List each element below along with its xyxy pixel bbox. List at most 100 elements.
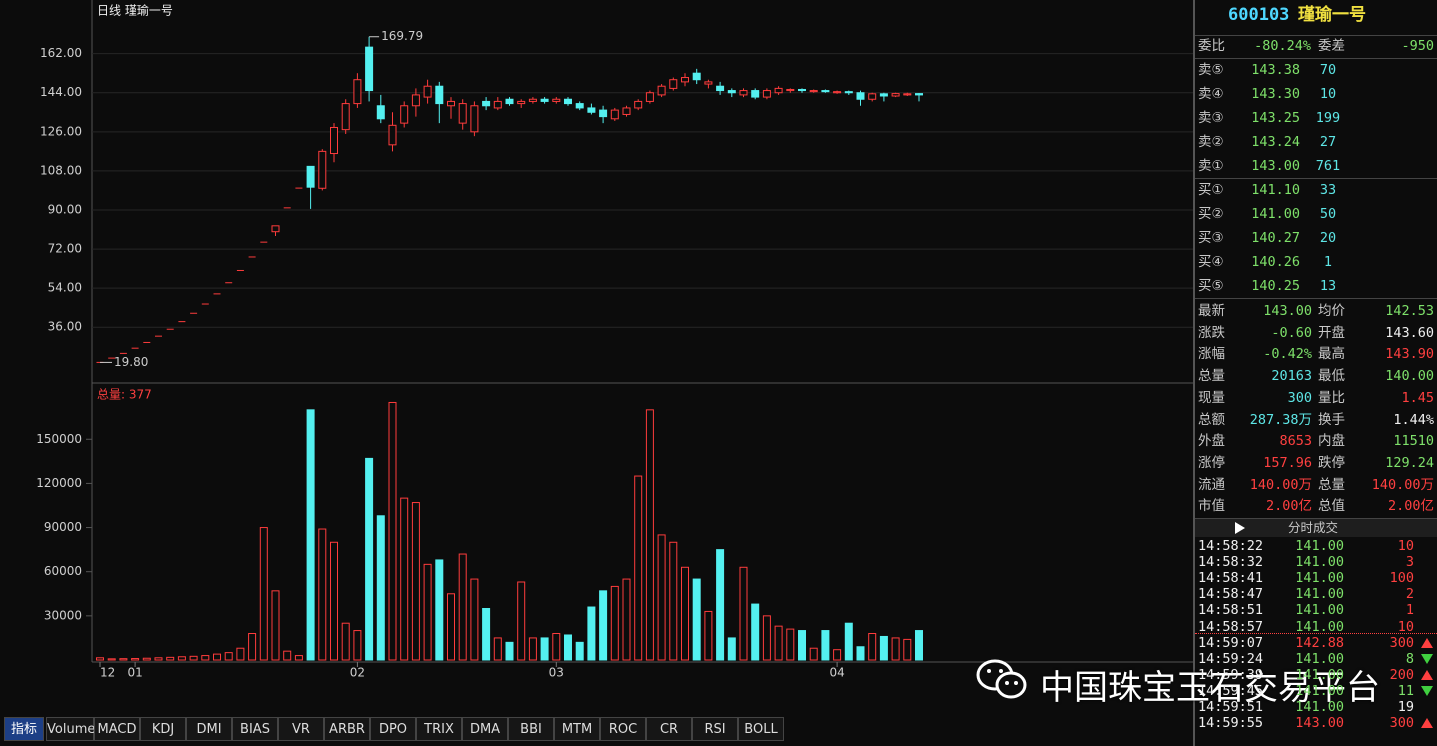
y-tick-label: 108.00 bbox=[40, 163, 82, 177]
y-tick-label: 36.00 bbox=[48, 320, 82, 334]
volume-bar bbox=[528, 637, 537, 661]
volume-bar bbox=[493, 637, 502, 661]
volume-bar bbox=[692, 578, 701, 661]
label: 买① bbox=[1198, 182, 1224, 198]
y-tick-label: 54.00 bbox=[48, 281, 82, 295]
volume-bar bbox=[739, 566, 748, 661]
x-tick-label: 02 bbox=[350, 666, 365, 680]
y-tick-label: 30000 bbox=[44, 608, 82, 622]
volume-bar bbox=[798, 630, 806, 661]
volume-bar bbox=[470, 578, 479, 661]
label: 卖② bbox=[1198, 134, 1224, 150]
candle-body bbox=[727, 90, 736, 94]
qty: 1 bbox=[1323, 254, 1333, 270]
label: 现量 bbox=[1198, 389, 1225, 406]
play-icon[interactable] bbox=[1235, 522, 1245, 534]
volume: 100 bbox=[1389, 570, 1414, 587]
volume-bar bbox=[107, 658, 116, 661]
value: 8653 bbox=[1279, 433, 1312, 450]
value: 1.45 bbox=[1401, 389, 1434, 406]
candle-body bbox=[423, 85, 432, 98]
tab[interactable]: DPO bbox=[370, 717, 416, 741]
candle-body bbox=[353, 79, 362, 105]
candle-body bbox=[692, 72, 701, 81]
volume-bar bbox=[821, 630, 830, 661]
volume-bar bbox=[376, 515, 385, 661]
arrow-up bbox=[1421, 669, 1433, 680]
price: 142.88 bbox=[1295, 634, 1344, 651]
tab[interactable]: CR bbox=[646, 717, 692, 741]
tab[interactable]: TRIX bbox=[416, 717, 462, 741]
candle-body bbox=[318, 150, 327, 189]
volume-bar bbox=[201, 655, 210, 661]
volume-bar bbox=[400, 497, 409, 661]
y-tick-label: 126.00 bbox=[40, 124, 82, 138]
qty: 199 bbox=[1315, 110, 1341, 126]
trades-title: 分时成交 bbox=[1288, 520, 1339, 535]
tab[interactable]: KDJ bbox=[140, 717, 186, 741]
tab[interactable]: VR bbox=[278, 717, 324, 741]
tab[interactable]: BOLL bbox=[738, 717, 784, 741]
candle-body bbox=[844, 91, 853, 94]
volume-bar bbox=[166, 656, 175, 661]
value: 300 bbox=[1287, 389, 1312, 406]
value: 2.00亿 bbox=[1265, 498, 1312, 515]
value: 287.38万 bbox=[1249, 411, 1312, 428]
volume-bar bbox=[447, 593, 455, 661]
qty: 27 bbox=[1319, 134, 1337, 150]
volume-bar bbox=[224, 652, 233, 661]
volume-bar bbox=[248, 633, 257, 661]
candle-body bbox=[388, 124, 397, 146]
candle-body bbox=[306, 165, 315, 188]
tab[interactable]: BBI bbox=[508, 717, 554, 741]
time: 14:59:55 bbox=[1198, 715, 1264, 732]
price: 141.00 bbox=[1295, 602, 1344, 619]
candle-body bbox=[868, 93, 877, 100]
tab[interactable]: RSI bbox=[692, 717, 738, 741]
chart-title: 日线 瑾瑜一号 bbox=[97, 3, 173, 18]
candle-body bbox=[645, 92, 654, 102]
candle-body bbox=[376, 105, 385, 120]
volume-bar bbox=[294, 655, 303, 661]
volume-bar bbox=[844, 622, 853, 661]
price: 141.00 bbox=[1295, 554, 1344, 571]
value: 143.90 bbox=[1385, 346, 1434, 363]
value: 2.00亿 bbox=[1387, 498, 1434, 515]
volume-bar bbox=[587, 606, 596, 661]
candle-body bbox=[809, 90, 818, 93]
candle-body bbox=[482, 100, 491, 107]
price: 143.25 bbox=[1251, 110, 1300, 126]
volume-bar bbox=[435, 559, 444, 661]
tab[interactable]: ARBR bbox=[324, 717, 370, 741]
max-label: 169.79 bbox=[381, 29, 423, 43]
tab[interactable]: ROC bbox=[600, 717, 646, 741]
volume-bar bbox=[142, 657, 151, 661]
label: 卖⑤ bbox=[1198, 62, 1224, 78]
volume-bar bbox=[622, 578, 631, 661]
value: 143.00 bbox=[1263, 303, 1312, 319]
price: 141.00 bbox=[1295, 586, 1344, 603]
tab[interactable]: Volume bbox=[46, 717, 95, 741]
tab[interactable]: 指标 bbox=[4, 717, 44, 741]
label: 流通 bbox=[1198, 476, 1225, 493]
volume: 2 bbox=[1405, 586, 1414, 603]
qty: 10 bbox=[1319, 86, 1337, 102]
price: 141.00 bbox=[1295, 650, 1344, 667]
tab[interactable]: MACD bbox=[94, 717, 140, 741]
volume-bar bbox=[341, 622, 350, 661]
price: 143.24 bbox=[1251, 134, 1300, 150]
volume-bar bbox=[879, 635, 888, 661]
candle-body bbox=[540, 98, 549, 102]
value: -0.42% bbox=[1263, 346, 1312, 363]
tab[interactable]: DMA bbox=[462, 717, 508, 741]
volume: 11 bbox=[1397, 682, 1414, 699]
volume-bar bbox=[318, 528, 327, 661]
tab[interactable]: DMI bbox=[186, 717, 232, 741]
qty: 33 bbox=[1319, 182, 1337, 198]
tab[interactable]: BIAS bbox=[232, 717, 278, 741]
arrow-down bbox=[1421, 653, 1433, 664]
label: 开盘 bbox=[1318, 324, 1345, 341]
volume-bar bbox=[119, 658, 128, 661]
tab[interactable]: MTM bbox=[554, 717, 600, 741]
price: 141.00 bbox=[1295, 538, 1344, 554]
